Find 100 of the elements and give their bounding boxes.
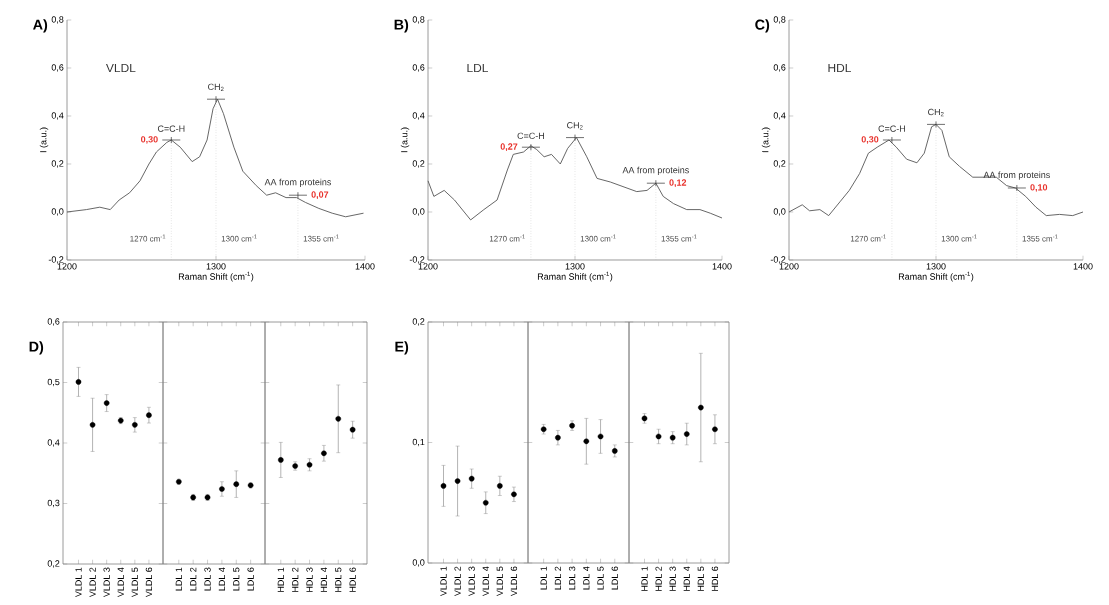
x-tick-label: VLDL 5	[131, 567, 138, 598]
x-tick-label: LDL 1	[540, 566, 547, 590]
y-axis-title: I (a.u.)	[761, 127, 771, 153]
point	[497, 483, 503, 489]
y-tick-label: 0,4	[47, 439, 60, 447]
x-tick-label: LDL 6	[611, 566, 618, 590]
x-tick-label: VLDL 3	[103, 567, 110, 598]
line-series	[66, 98, 364, 218]
x-axis-title: Raman Shift (cm$^{-1}$)	[537, 271, 613, 282]
y-tick-label: 0,1	[412, 438, 425, 447]
y-tick-label: 0,4	[412, 112, 425, 120]
x-tick-label: LDL 5	[233, 567, 240, 591]
annotation: C=C-H	[517, 132, 544, 140]
y-tick-label: 0,2	[51, 160, 64, 168]
x-tick-label: VLDL 6	[510, 566, 518, 597]
x-tick-label: VLDL 4	[117, 567, 124, 598]
x-tick-label: HDL 4	[683, 566, 690, 591]
x-tick-label: VLDL 6	[145, 567, 153, 598]
x-tick-label: 1200	[779, 263, 799, 270]
x-tick-label: HDL 2	[655, 566, 662, 591]
text: D)	[29, 341, 44, 355]
text: E)	[395, 341, 409, 355]
x-tick-label: 1400	[355, 263, 375, 270]
point	[89, 422, 96, 428]
point	[511, 491, 517, 498]
y-tick-label: 0,2	[773, 160, 786, 168]
x-tick-label: VLDL 2	[89, 567, 96, 598]
x-tick-label: LDL 5	[597, 566, 604, 590]
x-tick-label: LDL 2	[190, 567, 197, 591]
point	[468, 475, 475, 482]
point	[440, 483, 447, 489]
point	[611, 448, 618, 454]
point	[349, 426, 356, 433]
point	[321, 450, 327, 457]
y-tick-label: 0,8	[51, 16, 64, 24]
y-tick-label: 0,0	[51, 208, 64, 216]
x-tick-label: LDL 4	[583, 566, 590, 590]
y-tick-label: 0,8	[412, 16, 425, 24]
y-tick-label: 0,0	[412, 208, 425, 216]
y-tick-label: 0,4	[51, 112, 64, 120]
x-tick-label: HDL 1	[641, 566, 648, 591]
point	[597, 433, 604, 440]
x-tick-label: VLDL 5	[496, 566, 503, 597]
point	[482, 499, 489, 506]
x-tick-label: LDL 3	[568, 566, 576, 590]
y-tick-label: 0,3	[47, 499, 60, 508]
x-tick-label: HDL 3	[306, 567, 313, 592]
annotation: 0,07	[311, 191, 329, 200]
y-tick-label: -0,2	[770, 256, 786, 264]
point	[655, 433, 662, 440]
point	[278, 457, 284, 463]
chart-title: B)	[394, 19, 409, 33]
x-tick-label: VLDL 1	[440, 566, 447, 597]
x-tick-label: LDL 3	[204, 567, 211, 591]
x-axis-title: Raman Shift (cm$^{-1}$)	[178, 271, 254, 282]
chart-title: A)	[33, 19, 48, 33]
point	[583, 438, 590, 445]
point	[146, 412, 152, 418]
point	[683, 431, 690, 437]
x-tick-label: 1400	[712, 263, 732, 270]
x-tick-label: HDL 6	[349, 567, 356, 592]
annotation: 0,30	[861, 136, 879, 144]
point	[454, 478, 461, 484]
point	[75, 379, 82, 385]
y-tick-label: 0,6	[47, 318, 60, 326]
y-tick-label: 0,6	[51, 64, 64, 72]
point	[698, 404, 704, 411]
x-tick-label: VLDL 3	[468, 566, 475, 597]
annotation: 0,12	[669, 179, 687, 188]
y-tick-label: 0,0	[773, 208, 786, 216]
annotation: VLDL	[105, 63, 136, 73]
point	[219, 486, 225, 492]
annotation: 0,10	[1030, 184, 1048, 192]
x-tick-label: 1300	[565, 263, 585, 270]
x-tick-label: HDL 1	[277, 567, 284, 592]
x-axis-title: Raman Shift (cm$^{-1}$)	[898, 271, 974, 282]
annotation: 0,27	[500, 143, 518, 152]
x-tick-label: 1300	[926, 263, 946, 270]
x-tick-label: LDL 6	[247, 567, 254, 591]
y-tick-label: 0,2	[47, 560, 60, 568]
x-tick-label: VLDL 1	[75, 567, 82, 598]
y-tick-label: 0,5	[47, 378, 60, 387]
x-tick-label: LDL 1	[175, 567, 182, 591]
x-tick-label: VLDL 2	[454, 566, 461, 597]
annotation: CH$_{2}$	[928, 108, 944, 117]
annotation: C=C-H	[878, 125, 906, 132]
x-tick-label: HDL 5	[335, 567, 342, 592]
y-tick-label: 0,6	[412, 64, 425, 72]
annotation: AA from proteins	[264, 178, 331, 187]
annotation: HDL	[828, 63, 851, 73]
y-tick-label: 0,2	[412, 160, 425, 168]
x-tick-label: HDL 6	[711, 566, 719, 591]
x-tick-label: 1200	[418, 263, 438, 270]
annotation: AA from proteins	[622, 166, 689, 175]
x-tick-label: 1400	[1073, 263, 1093, 270]
annotation: CH$_{2}$	[567, 122, 583, 130]
y-tick-label: 0,2	[412, 318, 425, 326]
annotation: 0,30	[141, 136, 158, 144]
y-tick-label: -0,2	[409, 256, 425, 264]
x-tick-label: HDL 2	[292, 567, 299, 592]
